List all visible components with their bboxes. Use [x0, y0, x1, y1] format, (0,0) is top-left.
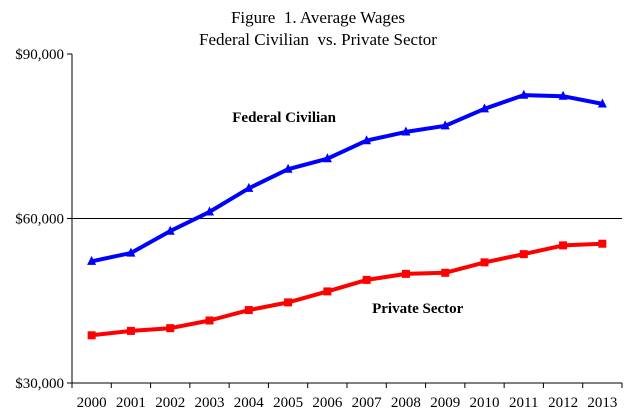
private-sector-line: [89, 241, 605, 338]
federal-civilian-point: [205, 206, 214, 216]
federal-civilian-point: [440, 120, 450, 130]
private-sector-label: Private Sector: [372, 301, 464, 317]
x-tick-label: 2013: [587, 395, 617, 411]
private-sector-point: [323, 287, 332, 296]
y-tick-label: $60,000: [15, 212, 64, 228]
y-tick-label: $90,000: [15, 47, 64, 63]
federal-civilian-point: [401, 126, 411, 136]
private-sector-point: [441, 268, 450, 277]
x-tick-label: 2012: [548, 395, 578, 411]
private-sector-point: [284, 298, 293, 307]
federal-civilian-line: [89, 93, 605, 264]
federal-civilian-point: [558, 90, 568, 100]
private-sector-point: [244, 306, 253, 315]
private-sector-point: [362, 275, 371, 284]
private-sector-point: [519, 250, 528, 259]
x-tick-label: 2004: [234, 395, 265, 411]
private-sector-point: [559, 241, 568, 250]
federal-civilian-point: [597, 98, 607, 108]
private-sector-point: [87, 331, 96, 340]
x-tick-label: 2008: [391, 395, 421, 411]
chart-title: Figure 1. Average Wages: [230, 8, 406, 27]
private-sector-point: [598, 239, 607, 248]
federal-civilian-point: [283, 163, 293, 173]
x-tick-label: 2000: [77, 395, 107, 411]
private-sector-point: [205, 316, 214, 325]
federal-civilian-label: Federal Civilian: [232, 110, 336, 126]
x-tick-label: 2007: [352, 395, 383, 411]
private-sector-point: [126, 326, 135, 335]
federal-civilian-point: [126, 247, 136, 257]
chart-subtitle: Federal Civilian vs. Private Sector: [199, 30, 437, 49]
x-tick-label: 2009: [430, 395, 460, 411]
federal-civilian-point: [519, 89, 529, 99]
private-sector-point: [401, 269, 410, 278]
federal-civilian-point: [244, 182, 254, 192]
private-sector-point: [480, 258, 489, 267]
x-tick-label: 2010: [470, 395, 500, 411]
federal-civilian-point: [480, 103, 489, 113]
x-tick-label: 2003: [195, 395, 225, 411]
x-tick-label: 2002: [155, 395, 185, 411]
federal-civilian-point: [87, 255, 97, 265]
x-tick-label: 2011: [509, 395, 538, 411]
x-tick-label: 2001: [116, 395, 146, 411]
y-tick-label: $30,000: [15, 376, 64, 392]
private-sector-point: [166, 324, 175, 333]
federal-civilian-point: [362, 135, 372, 145]
x-tick-label: 2005: [273, 395, 303, 411]
x-tick-label: 2006: [312, 395, 343, 411]
federal-civilian-point: [165, 225, 175, 235]
federal-civilian-point: [322, 153, 332, 163]
